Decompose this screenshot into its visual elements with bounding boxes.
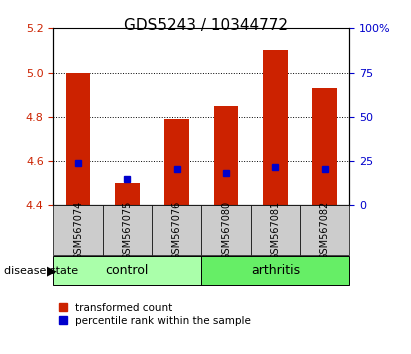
Bar xyxy=(263,51,288,205)
Legend: transformed count, percentile rank within the sample: transformed count, percentile rank withi… xyxy=(59,303,251,326)
Text: GSM567076: GSM567076 xyxy=(172,200,182,260)
Text: GSM567074: GSM567074 xyxy=(73,200,83,260)
Bar xyxy=(214,106,238,205)
Text: arthritis: arthritis xyxy=(251,264,300,277)
FancyBboxPatch shape xyxy=(300,205,349,255)
Text: GDS5243 / 10344772: GDS5243 / 10344772 xyxy=(123,18,288,33)
Bar xyxy=(312,88,337,205)
Bar xyxy=(66,73,90,205)
FancyBboxPatch shape xyxy=(201,205,251,255)
Text: GSM567080: GSM567080 xyxy=(221,200,231,260)
Bar xyxy=(115,183,140,205)
Text: GSM567075: GSM567075 xyxy=(122,200,132,260)
Bar xyxy=(164,119,189,205)
Text: control: control xyxy=(106,264,149,277)
Text: GSM567082: GSM567082 xyxy=(320,200,330,260)
FancyBboxPatch shape xyxy=(53,205,103,255)
Text: ▶: ▶ xyxy=(47,264,57,277)
Text: GSM567081: GSM567081 xyxy=(270,200,280,260)
FancyBboxPatch shape xyxy=(251,205,300,255)
Text: disease state: disease state xyxy=(4,266,78,276)
FancyBboxPatch shape xyxy=(201,256,349,285)
FancyBboxPatch shape xyxy=(152,205,201,255)
FancyBboxPatch shape xyxy=(103,205,152,255)
FancyBboxPatch shape xyxy=(53,256,201,285)
